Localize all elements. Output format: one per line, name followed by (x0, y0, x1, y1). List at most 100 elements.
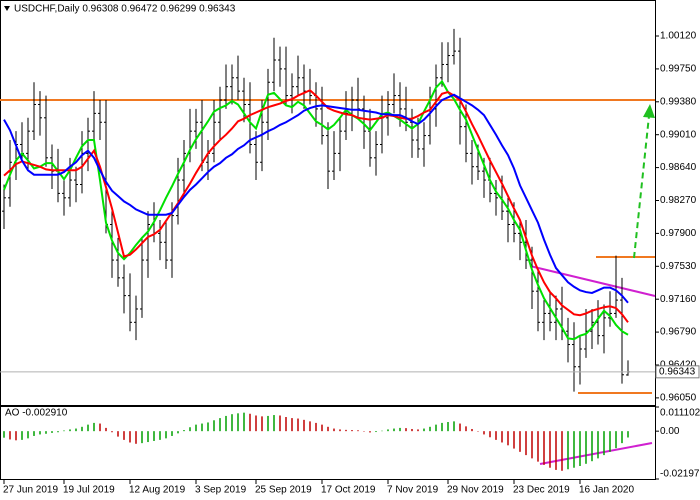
ao-bar (333, 428, 335, 432)
title-icon (4, 6, 10, 11)
ao-bar (87, 424, 89, 432)
ao-bar (561, 431, 563, 471)
ao-bar (297, 418, 299, 432)
y-tick-label: -0.021979 (660, 469, 700, 480)
ao-bar (153, 431, 155, 441)
moving-average-line (3, 79, 629, 341)
ao-bar (483, 431, 485, 435)
ao-bar (45, 431, 47, 434)
ao-bar (99, 423, 101, 432)
y-tick-label: 0.96790 (660, 327, 697, 338)
ao-bar (459, 423, 461, 432)
ao-bar (453, 421, 455, 432)
ao-bar (441, 422, 443, 432)
ao-bar (69, 429, 71, 432)
ao-frame (0, 406, 656, 480)
moving-average-line (3, 89, 629, 323)
main-frame (0, 0, 656, 406)
ao-bar (57, 431, 59, 433)
ao-bar (135, 431, 137, 444)
ao-bar (261, 416, 263, 432)
x-tick-label: 16 Jan 2020 (579, 485, 634, 496)
ao-bar (315, 422, 317, 432)
ao-bar (309, 421, 311, 432)
ao-bar (279, 415, 281, 432)
ao-bar (267, 415, 269, 432)
ao-bar (63, 430, 65, 432)
last-price-box (655, 365, 700, 379)
ao-bar (207, 422, 209, 432)
x-tick-label: 17 Oct 2019 (321, 485, 376, 496)
ao-bar (399, 427, 401, 432)
ao-bar (195, 424, 197, 432)
ao-bar (147, 431, 149, 443)
ao-bar (387, 429, 389, 432)
moving-average-line (3, 93, 629, 304)
ao-bar (3, 431, 5, 438)
ao-bar (627, 431, 629, 438)
y-tick-label: 0.97900 (660, 228, 697, 239)
x-tick-label: 19 Jul 2019 (63, 485, 115, 496)
ao-bar (93, 422, 95, 432)
ao-bar (525, 431, 527, 456)
x-tick-label: 23 Dec 2019 (513, 485, 570, 496)
last-price-label: 0.96343 (659, 366, 696, 377)
ao-bar (189, 427, 191, 432)
arrow-head (643, 104, 655, 118)
ao-bar (177, 431, 179, 434)
ao-bar (405, 428, 407, 432)
ao-bar (417, 429, 419, 432)
trend-line (529, 265, 656, 297)
y-tick-label: 0.96420 (660, 360, 697, 371)
ao-bar (339, 429, 341, 432)
ao-bar (159, 431, 161, 440)
ao-bar (507, 431, 509, 446)
x-tick-label: 29 Nov 2019 (447, 485, 504, 496)
ao-bar (375, 431, 377, 433)
ao-bar (447, 422, 449, 432)
ao-bar (171, 431, 173, 436)
ao-bar (351, 430, 353, 432)
ao-bar (183, 430, 185, 432)
ao-bar (291, 418, 293, 432)
ao-bar (345, 429, 347, 432)
ao-bar (537, 431, 539, 462)
target-arrow (633, 115, 650, 259)
ao-bar (39, 431, 41, 435)
ao-bar (603, 431, 605, 456)
ao-bar (429, 426, 431, 432)
ao-bar (411, 428, 413, 432)
ao-bar (123, 431, 125, 440)
x-tick-label: 7 Nov 2019 (387, 485, 439, 496)
y-tick-label: 0.99380 (660, 96, 697, 107)
ao-bar (129, 431, 131, 443)
ao-bar (111, 431, 113, 433)
y-tick-label: 0.97530 (660, 261, 697, 272)
ao-bar (255, 415, 257, 432)
ao-bar (303, 419, 305, 432)
ao-bar (513, 431, 515, 449)
ao-bar (33, 431, 35, 436)
ao-bar (621, 431, 623, 444)
ao-bar (369, 431, 371, 433)
ao-bar (393, 428, 395, 432)
ao-bar (555, 431, 557, 470)
ao-bar (423, 428, 425, 432)
ao-bar (273, 415, 275, 432)
ao-bar (237, 413, 239, 432)
ao-bar (231, 414, 233, 432)
ao-bar (117, 431, 119, 437)
ao-divergence-line (539, 442, 653, 465)
ao-bar (543, 431, 545, 465)
ao-bar (21, 431, 23, 440)
ao-bar (567, 431, 569, 470)
chart-title: USDCHF,Daily 0.96308 0.96472 0.96299 0.9… (14, 4, 236, 15)
ao-bar (105, 427, 107, 432)
y-tick-label: 0.98640 (660, 162, 697, 173)
ao-bar (327, 426, 329, 432)
ao-bar (219, 418, 221, 432)
ao-bar (585, 431, 587, 464)
ao-bar (519, 431, 521, 452)
y-tick-label: 0.99010 (660, 129, 697, 140)
ao-bar (27, 431, 29, 439)
